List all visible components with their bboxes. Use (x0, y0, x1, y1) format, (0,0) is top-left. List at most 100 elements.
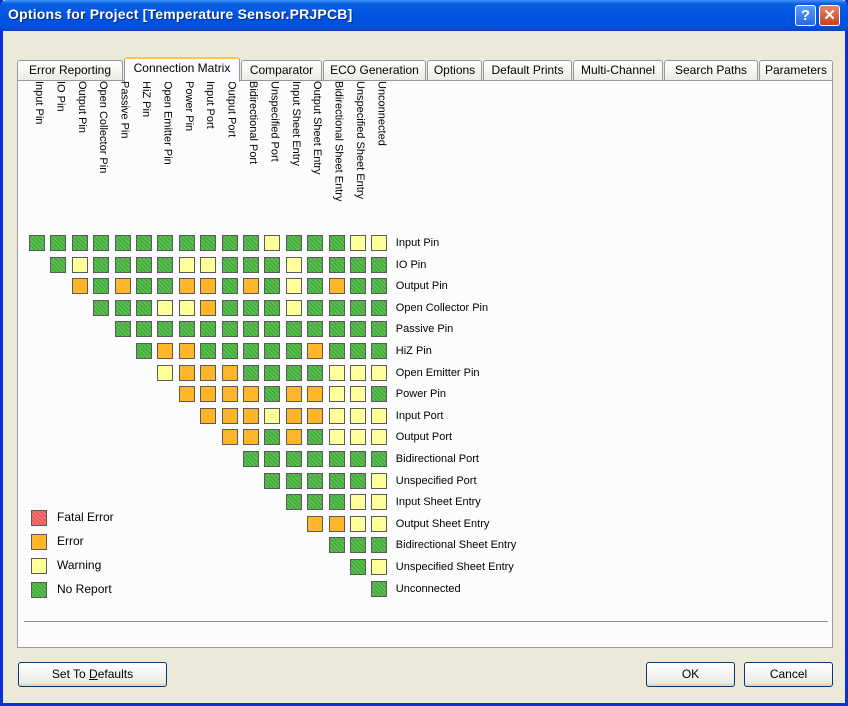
matrix-cell[interactable] (264, 343, 281, 359)
matrix-cell[interactable] (350, 472, 366, 489)
matrix-cell[interactable] (371, 256, 388, 273)
matrix-cell[interactable] (307, 472, 324, 489)
matrix-cell[interactable] (350, 278, 366, 295)
matrix-cell[interactable] (328, 451, 345, 467)
matrix-cell[interactable] (71, 256, 88, 273)
matrix-cell[interactable] (114, 235, 131, 251)
matrix-cell[interactable] (221, 386, 238, 403)
matrix-cell[interactable] (328, 343, 345, 359)
matrix-cell[interactable] (285, 494, 302, 511)
matrix-cell[interactable] (178, 235, 195, 251)
matrix-cell[interactable] (285, 472, 302, 489)
set-to-defaults-button[interactable]: Set To Defaults (18, 662, 167, 687)
matrix-cell[interactable] (350, 343, 366, 359)
matrix-cell[interactable] (371, 299, 388, 316)
matrix-cell[interactable] (328, 278, 345, 295)
matrix-cell[interactable] (71, 278, 88, 295)
matrix-cell[interactable] (328, 494, 345, 511)
matrix-cell[interactable] (371, 386, 388, 403)
matrix-cell[interactable] (243, 364, 259, 381)
matrix-cell[interactable] (221, 364, 238, 381)
tab-multi-channel[interactable]: Multi-Channel (573, 60, 663, 80)
matrix-cell[interactable] (243, 278, 259, 295)
tab-default-prints[interactable]: Default Prints (483, 60, 572, 80)
matrix-cell[interactable] (221, 321, 238, 338)
matrix-cell[interactable] (221, 429, 238, 446)
matrix-cell[interactable] (178, 256, 195, 273)
tab-options[interactable]: Options (427, 60, 482, 80)
matrix-cell[interactable] (350, 537, 366, 554)
matrix-cell[interactable] (307, 429, 324, 446)
ok-button[interactable]: OK (646, 662, 735, 687)
matrix-cell[interactable] (328, 299, 345, 316)
title-bar[interactable]: Options for Project [Temperature Sensor.… (0, 0, 848, 31)
matrix-cell[interactable] (200, 256, 217, 273)
matrix-cell[interactable] (350, 515, 366, 532)
matrix-cell[interactable] (307, 299, 324, 316)
matrix-cell[interactable] (350, 364, 366, 381)
matrix-cell[interactable] (307, 451, 324, 467)
matrix-cell[interactable] (307, 278, 324, 295)
matrix-cell[interactable] (328, 472, 345, 489)
matrix-cell[interactable] (264, 321, 281, 338)
matrix-cell[interactable] (307, 235, 324, 251)
tab-search-paths[interactable]: Search Paths (664, 60, 758, 80)
tab-error-reporting[interactable]: Error Reporting (17, 60, 123, 80)
matrix-cell[interactable] (178, 299, 195, 316)
matrix-cell[interactable] (221, 299, 238, 316)
tab-connection-matrix[interactable]: Connection Matrix (124, 57, 240, 82)
matrix-cell[interactable] (157, 278, 174, 295)
matrix-cell[interactable] (328, 537, 345, 554)
matrix-cell[interactable] (157, 343, 174, 359)
matrix-cell[interactable] (285, 364, 302, 381)
matrix-cell[interactable] (371, 472, 388, 489)
matrix-cell[interactable] (285, 256, 302, 273)
close-button[interactable]: ✕ (819, 5, 840, 26)
matrix-cell[interactable] (200, 235, 217, 251)
matrix-cell[interactable] (114, 278, 131, 295)
matrix-cell[interactable] (285, 299, 302, 316)
matrix-cell[interactable] (328, 429, 345, 446)
matrix-cell[interactable] (178, 386, 195, 403)
matrix-cell[interactable] (200, 278, 217, 295)
matrix-cell[interactable] (178, 278, 195, 295)
matrix-cell[interactable] (371, 429, 388, 446)
matrix-cell[interactable] (200, 386, 217, 403)
matrix-cell[interactable] (350, 559, 366, 575)
matrix-cell[interactable] (307, 321, 324, 338)
matrix-cell[interactable] (328, 321, 345, 338)
matrix-cell[interactable] (93, 235, 110, 251)
matrix-cell[interactable] (371, 451, 388, 467)
matrix-cell[interactable] (350, 386, 366, 403)
matrix-cell[interactable] (328, 364, 345, 381)
matrix-cell[interactable] (114, 256, 131, 273)
matrix-cell[interactable] (178, 321, 195, 338)
matrix-cell[interactable] (50, 235, 67, 251)
matrix-cell[interactable] (371, 537, 388, 554)
matrix-cell[interactable] (307, 515, 324, 532)
matrix-cell[interactable] (114, 299, 131, 316)
matrix-cell[interactable] (328, 256, 345, 273)
matrix-cell[interactable] (328, 386, 345, 403)
matrix-cell[interactable] (307, 494, 324, 511)
matrix-cell[interactable] (307, 256, 324, 273)
matrix-cell[interactable] (243, 321, 259, 338)
matrix-cell[interactable] (264, 407, 281, 424)
matrix-cell[interactable] (136, 235, 152, 251)
matrix-cell[interactable] (307, 343, 324, 359)
matrix-cell[interactable] (136, 256, 152, 273)
matrix-cell[interactable] (371, 321, 388, 338)
matrix-cell[interactable] (221, 278, 238, 295)
matrix-cell[interactable] (285, 235, 302, 251)
matrix-cell[interactable] (285, 278, 302, 295)
matrix-cell[interactable] (136, 278, 152, 295)
matrix-cell[interactable] (93, 299, 110, 316)
matrix-cell[interactable] (264, 451, 281, 467)
matrix-cell[interactable] (200, 343, 217, 359)
matrix-cell[interactable] (243, 386, 259, 403)
matrix-cell[interactable] (264, 235, 281, 251)
matrix-cell[interactable] (200, 407, 217, 424)
matrix-cell[interactable] (157, 256, 174, 273)
matrix-cell[interactable] (157, 364, 174, 381)
matrix-cell[interactable] (71, 235, 88, 251)
